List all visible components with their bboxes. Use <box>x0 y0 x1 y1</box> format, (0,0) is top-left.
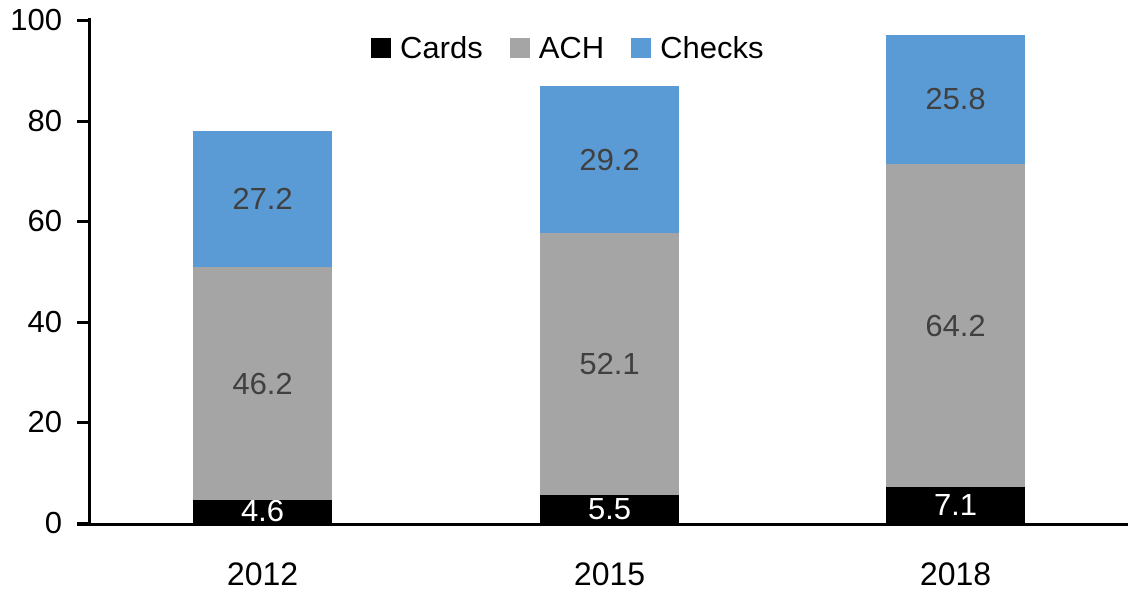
bar-segment-checks <box>193 130 332 268</box>
y-axis-tick <box>77 320 88 324</box>
legend-swatch-checks <box>631 38 652 58</box>
y-axis-tick-label: 100 <box>10 2 62 37</box>
bar-segment-ach <box>193 267 332 500</box>
y-axis-tick <box>77 522 88 525</box>
data-label-ach: 64.2 <box>925 307 986 343</box>
legend-item-checks: Checks <box>631 30 764 65</box>
y-axis-tick-label: 40 <box>27 303 62 339</box>
legend-item-cards: Cards <box>371 32 483 64</box>
legend-label-cards: Cards <box>400 30 483 65</box>
legend-item-ach: ACH <box>509 30 605 65</box>
y-axis-tick <box>77 119 88 123</box>
data-label-checks: 29.2 <box>579 141 640 177</box>
data-label-checks: 25.8 <box>925 81 986 117</box>
y-axis-tick <box>77 19 88 22</box>
chart-legend: Cards ACH Checks <box>371 32 764 64</box>
legend-label-ach: ACH <box>538 30 605 65</box>
y-axis-tick-label: 0 <box>44 505 62 540</box>
bar-segment-checks <box>540 86 679 234</box>
y-axis-tick-label: 80 <box>27 102 62 138</box>
legend-swatch-cards <box>371 38 391 58</box>
x-axis-category-label: 2018 <box>919 556 992 592</box>
data-label-ach: 46.2 <box>232 365 293 401</box>
legend-label-checks: Checks <box>660 30 764 65</box>
y-axis-tick <box>77 220 88 224</box>
legend-swatch-ach <box>509 38 530 58</box>
bar-segment-ach <box>886 164 1025 488</box>
x-axis-category-label: 2012 <box>226 556 299 592</box>
y-axis-line <box>88 18 91 526</box>
bar-segment-cards <box>193 499 332 523</box>
data-label-cards: 7.1 <box>933 487 978 523</box>
y-axis-tick <box>77 421 88 425</box>
x-axis-line <box>77 523 1128 526</box>
data-label-cards: 5.5 <box>587 491 632 527</box>
data-label-ach: 52.1 <box>579 346 640 382</box>
bar-segment-checks <box>886 34 1025 165</box>
y-axis-tick-label: 60 <box>27 203 62 239</box>
x-axis-category-label: 2015 <box>573 556 646 592</box>
data-label-checks: 27.2 <box>232 181 293 217</box>
bar-segment-cards <box>540 495 679 523</box>
y-axis-tick-label: 20 <box>27 404 62 440</box>
bar-segment-cards <box>886 487 1025 523</box>
bar-segment-ach <box>540 233 679 496</box>
